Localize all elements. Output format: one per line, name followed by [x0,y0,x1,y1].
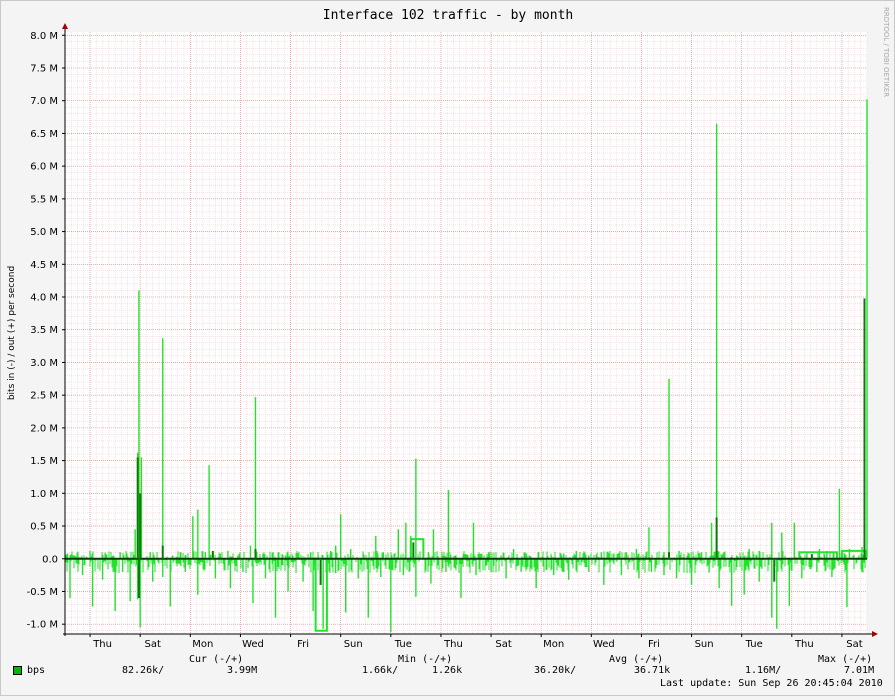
y-tick-label: 2.0 M [30,423,58,434]
y-tick-label: 6.0 M [30,162,58,173]
x-tick-label: Sat [495,639,511,650]
y-tick-label: 4.5 M [30,260,58,271]
x-tick-label: Thu [443,639,463,650]
x-tick-label: Fri [648,639,660,650]
y-tick-label: 5.0 M [30,227,58,238]
rrdtool-watermark: RRDTOOL / TOBI OETIKER [882,7,890,97]
legend-label: bps [27,665,46,676]
axes [62,23,878,637]
x-tick-label: Thu [92,639,112,650]
x-tick-label: Sat [145,639,161,650]
legend-swatch [13,666,22,675]
legend-min-out: 1.26k [432,665,463,676]
y-tick-label: -0.5 M [27,587,58,598]
y-tick-label: 7.5 M [30,63,58,74]
x-tick-label: Mon [192,639,213,650]
grid [64,32,868,634]
y-tick-label: 8.0 M [30,31,58,42]
y-tick-labels: 8.0 M 7.5 M 7.0 M 6.5 M 6.0 M 5.5 M 5.0 M 4.5 M… [27,31,58,631]
x-tick-label: Thu [794,639,814,650]
x-tick-label: Sun [344,639,363,650]
out-plateau [840,549,867,559]
x-tick-label: Wed [242,639,264,650]
x-axis-arrow [872,631,878,637]
out-plateau [798,551,838,559]
y-axis-arrow [62,23,68,29]
x-tick-label: Mon [543,639,564,650]
y-tick-label: 7.0 M [30,96,58,107]
y-axis-label: bits in (-) / out (+) per second [7,266,17,400]
y-tick-label: 1.0 M [30,489,58,500]
legend-header-cur: Cur (-/+) [189,654,244,665]
y-tick-label: 3.0 M [30,358,58,369]
y-tick-label: 5.5 M [30,194,58,205]
legend-cur-in: 82.26k/ [122,665,165,676]
y-tick-label: 1.5 M [30,456,58,467]
y-tick-label: 0.5 M [30,522,58,533]
y-tick-label: 4.0 M [30,293,58,304]
legend-min-in: 1.66k/ [362,665,399,676]
legend-header-min: Min (-/+) [398,654,453,665]
legend-cur-out: 3.99M [227,665,258,676]
legend-header-avg: Avg (-/+) [609,654,664,665]
x-tick-label: Sun [695,639,714,650]
chart-title: Interface 102 traffic - by month [323,8,573,23]
y-tick-label: 3.5 M [30,325,58,336]
x-tick-label: Tue [745,639,763,650]
y-tick-label: 2.5 M [30,391,58,402]
x-tick-label: Fri [297,639,309,650]
y-tick-label: 6.5 M [30,129,58,140]
legend-max-in: 1.16M/ [745,665,782,676]
x-tick-label: Sat [846,639,862,650]
x-tick-label: Tue [394,639,412,650]
legend-max-out: 7.01M [844,665,875,676]
legend-avg-out: 36.71k [634,665,671,676]
x-tick-label: Wed [593,639,615,650]
legend-avg-in: 36.20k/ [534,665,577,676]
legend-header-max: Max (-/+) [818,654,873,665]
last-update: Last update: Sun Sep 26 20:45:04 2010 [660,678,883,689]
y-tick-label: 0.0 [42,554,58,565]
x-tick-labels: Thu Sat Mon Wed Fri Sun Tue Thu Sat Mon Wed Fri Sun T… [92,639,863,650]
y-tick-label: -1.0 M [27,620,58,631]
series-bps [65,99,868,633]
